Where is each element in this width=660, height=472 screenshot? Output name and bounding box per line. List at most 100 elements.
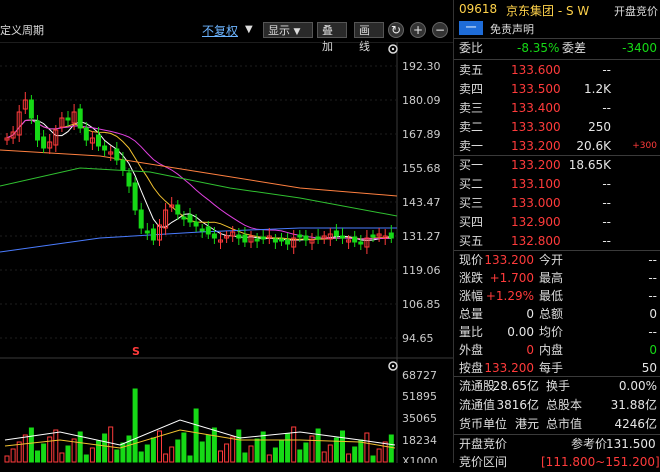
volume-bar bbox=[102, 433, 108, 463]
candle-body bbox=[132, 182, 138, 211]
kline-chart[interactable]: 192.30 180.09 167.89 155.68 143.47 131.27 119.… bbox=[0, 42, 453, 463]
stat-label: 最高 bbox=[539, 271, 564, 285]
fundamental-label: 流通股 bbox=[459, 379, 496, 393]
bid-row[interactable]: 买三 133.000 -- bbox=[459, 194, 659, 213]
bid-row[interactable]: 买一 133.200 18.65K bbox=[459, 156, 659, 175]
ask-price: 133.200 bbox=[511, 139, 561, 153]
volume-bar bbox=[108, 426, 114, 463]
candle-body bbox=[4, 137, 10, 141]
bid-price: 132.800 bbox=[511, 234, 561, 248]
candle-body bbox=[291, 237, 297, 248]
stat-value: 0 bbox=[526, 307, 534, 321]
chart-toolbar: 定义周期 不复权 ▼ 显示 ▼ 叠加 画线 ↻ + − bbox=[0, 0, 453, 53]
volume-bar bbox=[272, 447, 278, 463]
volume-bar bbox=[169, 446, 175, 463]
candle-body bbox=[352, 236, 358, 243]
stat-label: 最低 bbox=[539, 289, 564, 303]
volume-tick: 51895 bbox=[402, 390, 437, 403]
gear-icon[interactable] bbox=[388, 361, 398, 371]
volume-bar bbox=[47, 436, 53, 463]
ask-row[interactable]: 卖四 133.500 1.2K bbox=[459, 80, 659, 99]
candle-body bbox=[22, 99, 28, 110]
ma10-line bbox=[6, 119, 392, 240]
bid-label: 买三 bbox=[459, 196, 484, 210]
zoom-out-icon[interactable]: − bbox=[432, 22, 448, 38]
ma60-line bbox=[0, 167, 398, 217]
candle-body bbox=[169, 204, 175, 208]
display-label: 显示 bbox=[268, 24, 290, 37]
candle-body bbox=[315, 236, 321, 240]
bid-volume: -- bbox=[602, 196, 611, 210]
quote-panel: 09618 京东集团 - S W 开盘竞价 一 免责声明 委比 -8.35% 委… bbox=[453, 0, 660, 469]
volume-bar bbox=[28, 427, 34, 463]
volume-bar bbox=[59, 452, 65, 463]
ask-row[interactable]: 卖五 133.600 -- bbox=[459, 61, 659, 80]
volume-bar bbox=[138, 451, 144, 463]
candle-body bbox=[193, 221, 199, 227]
candle-body bbox=[144, 230, 150, 234]
badge[interactable]: 一 bbox=[459, 21, 483, 35]
display-button[interactable]: 显示 ▼ bbox=[263, 22, 313, 38]
bid-row[interactable]: 买二 133.100 -- bbox=[459, 175, 659, 194]
volume-bar bbox=[279, 440, 284, 463]
overlay-button[interactable]: 叠加 bbox=[317, 22, 347, 53]
stat-value: -- bbox=[648, 325, 657, 339]
refresh-icon[interactable]: ↻ bbox=[388, 22, 404, 38]
ask-volume: 20.6K bbox=[576, 139, 611, 153]
ask-row[interactable]: 卖一 133.200 20.6K +300 bbox=[459, 137, 659, 156]
volume-bar bbox=[53, 429, 59, 463]
fundamental-value: 0.00% bbox=[618, 379, 657, 393]
candle-body bbox=[41, 136, 47, 149]
bid-row[interactable]: 买五 132.800 -- bbox=[459, 232, 659, 251]
volume-bar bbox=[187, 455, 193, 463]
ask-change: +300 bbox=[632, 141, 657, 151]
volume-bar bbox=[242, 452, 248, 463]
volume-bar bbox=[16, 441, 22, 463]
chevron-down-icon[interactable]: ▼ bbox=[245, 24, 253, 35]
bid-label: 买二 bbox=[459, 177, 484, 191]
disclaimer-link[interactable]: 免责声明 bbox=[490, 23, 534, 36]
fundamental-value: 港元 bbox=[514, 417, 539, 431]
volume-bar bbox=[303, 442, 309, 463]
ask-row[interactable]: 卖二 133.300 250 bbox=[459, 118, 659, 137]
volume-bar bbox=[83, 454, 89, 463]
candle-body bbox=[199, 228, 205, 232]
bid-label: 买四 bbox=[459, 215, 484, 229]
bid-price: 133.100 bbox=[511, 177, 561, 191]
zoom-in-icon[interactable]: + bbox=[410, 22, 426, 38]
volume-bar bbox=[175, 439, 181, 463]
volume-tick: 35065 bbox=[402, 412, 437, 425]
volume-bar bbox=[266, 454, 272, 463]
bid-volume: 18.65K bbox=[568, 158, 611, 172]
event-marker[interactable]: S bbox=[132, 345, 140, 358]
candle-body bbox=[370, 234, 376, 238]
candle-body bbox=[272, 238, 278, 243]
draw-button[interactable]: 画线 bbox=[354, 22, 384, 53]
stat-row: 量比 0.00 均价 -- bbox=[459, 323, 659, 342]
volume-bar bbox=[71, 438, 77, 463]
volume-bar bbox=[163, 453, 169, 463]
stat-label: 均价 bbox=[539, 325, 564, 339]
period-label[interactable]: 定义周期 bbox=[0, 24, 44, 37]
candle-body bbox=[175, 204, 181, 215]
volume-bar bbox=[77, 431, 83, 463]
candle-body bbox=[181, 216, 187, 220]
volume-tick: 18234 bbox=[402, 434, 437, 447]
stat-row: 涨幅 +1.29% 最低 -- bbox=[459, 287, 659, 306]
rights-dropdown[interactable]: 不复权 bbox=[202, 24, 239, 38]
ask-row[interactable]: 卖三 133.400 -- bbox=[459, 99, 659, 118]
stat-value: -- bbox=[648, 289, 657, 303]
bid-row[interactable]: 买四 132.900 -- bbox=[459, 213, 659, 232]
candle-body bbox=[108, 151, 114, 155]
volume-bar bbox=[193, 408, 199, 463]
volume-bar bbox=[388, 434, 394, 463]
volume-bar bbox=[376, 448, 382, 463]
volume-bar bbox=[35, 450, 40, 463]
stat-label: 现价 bbox=[459, 253, 484, 267]
stat-value: 0 bbox=[526, 343, 534, 357]
candle-body bbox=[254, 238, 260, 242]
stat-label: 总量 bbox=[459, 307, 484, 321]
gear-icon[interactable] bbox=[388, 44, 398, 54]
fundamental-row: 流通股 28.65亿 换手 0.00% bbox=[459, 377, 659, 396]
stat-label: 涨跌 bbox=[459, 271, 484, 285]
